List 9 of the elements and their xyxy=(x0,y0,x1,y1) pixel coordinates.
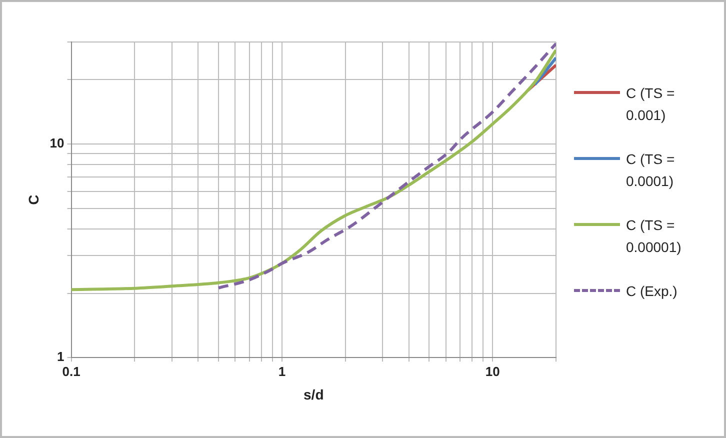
legend-label: C (TS = 0.0001) xyxy=(626,150,676,191)
legend-label: C (Exp.) xyxy=(626,282,678,301)
x-tick-label: 1 xyxy=(278,364,286,379)
x-axis-title: s/d xyxy=(304,386,324,402)
legend-label: C (TS = 0.00001) xyxy=(626,216,682,257)
x-tick-label: 0.1 xyxy=(62,364,80,379)
legend-label: C (TS = 0.001) xyxy=(626,84,676,125)
y-axis-title: C xyxy=(25,194,42,205)
x-tick-label: 10 xyxy=(485,364,500,379)
